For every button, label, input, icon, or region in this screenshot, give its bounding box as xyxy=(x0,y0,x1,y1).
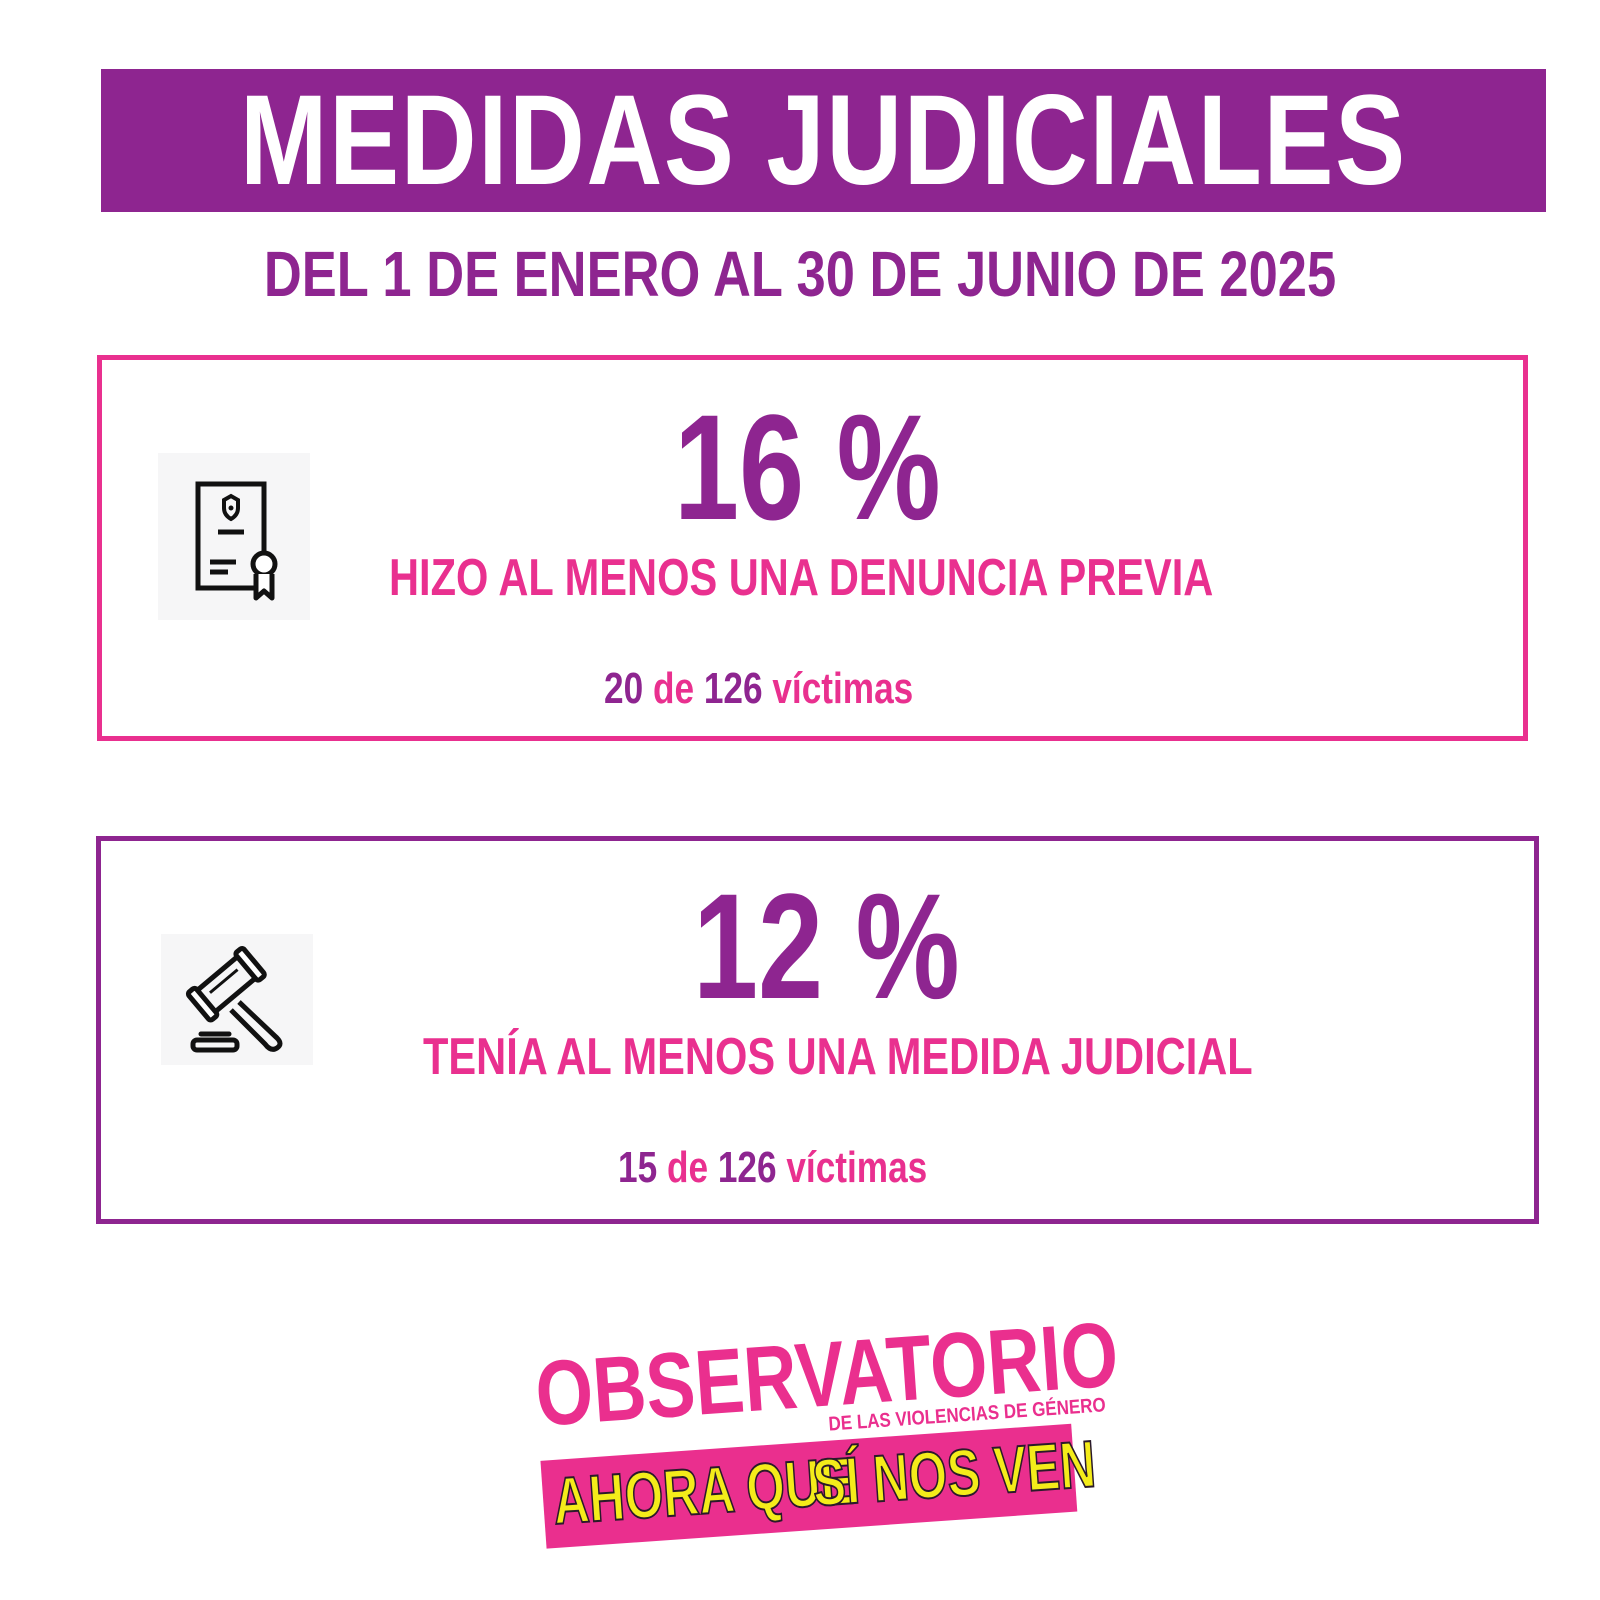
gavel-icon-svg xyxy=(185,945,283,1052)
count-of: de xyxy=(666,1143,709,1192)
count-unit: víctimas xyxy=(772,664,914,713)
victim-count: 15 de 126 víctimas xyxy=(618,1146,927,1190)
page-title: MEDIDAS JUDICIALES xyxy=(240,68,1407,212)
victim-count: 20 de 126 víctimas xyxy=(604,667,913,711)
logo-tagline-a: AHORA QUE xyxy=(550,1442,857,1539)
stat-card-prior-complaint: 16 % HIZO AL MENOS UNA DENUNCIA PREVIA 2… xyxy=(97,355,1528,741)
count-of: de xyxy=(652,664,695,713)
logo-tagline-b: SÍ NOS VEN xyxy=(809,1425,1099,1520)
stat-description: HIZO AL MENOS UNA DENUNCIA PREVIA xyxy=(389,549,1214,607)
count-total: 126 xyxy=(703,664,763,713)
stat-description: TENÍA AL MENOS UNA MEDIDA JUDICIAL xyxy=(423,1028,1253,1086)
count-total: 126 xyxy=(717,1143,777,1192)
gavel-icon xyxy=(161,934,313,1065)
stat-card-judicial-measure: 12 % TENÍA AL MENOS UNA MEDIDA JUDICIAL … xyxy=(96,836,1539,1224)
title-banner: MEDIDAS JUDICIALES xyxy=(101,69,1546,212)
percentage-value: 16 % xyxy=(674,383,941,551)
percentage-value: 12 % xyxy=(693,862,960,1030)
count-unit: víctimas xyxy=(786,1143,928,1192)
count-number: 20 xyxy=(604,664,644,713)
count-number: 15 xyxy=(618,1143,658,1192)
date-range-subtitle: DEL 1 DE ENERO AL 30 DE JUNIO DE 2025 xyxy=(263,238,1337,310)
observatorio-logo: OBSERVATORIO DE LAS VIOLENCIAS DE GÉNERO… xyxy=(532,1303,1121,1578)
certificate-document-icon xyxy=(158,453,310,620)
logo-tagline-band: AHORA QUE SÍ NOS VEN xyxy=(540,1423,1099,1549)
certificate-document-icon-svg xyxy=(195,481,278,600)
